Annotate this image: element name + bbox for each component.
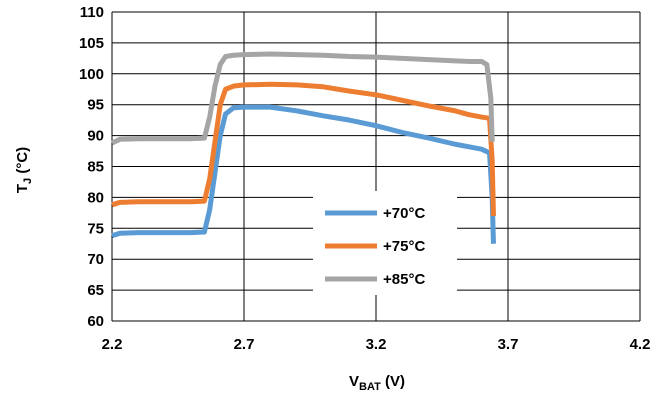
x-tick-label: 3.2 — [366, 336, 387, 353]
y-tick-label: 105 — [79, 35, 104, 52]
x-axis-title-sub: BAT — [359, 381, 381, 393]
x-tick-label: 2.7 — [234, 336, 255, 353]
x-axis-title-main: V — [349, 373, 359, 390]
x-tick-label: 2.2 — [102, 336, 123, 353]
y-tick-label: 90 — [87, 128, 104, 145]
x-axis-ticks: 2.2 2.7 3.2 3.7 4.2 — [102, 336, 651, 353]
legend-label: +70°C — [383, 205, 425, 222]
y-axis-title: TJ (°C) — [14, 147, 34, 193]
y-axis-title-main: T — [14, 184, 31, 193]
x-axis-title: VBAT (V) — [349, 373, 405, 393]
legend-items: +70°C +75°C +85°C — [325, 205, 425, 288]
y-tick-label: 70 — [87, 251, 104, 268]
legend-label: +75°C — [383, 238, 425, 255]
x-tick-label: 3.7 — [498, 336, 519, 353]
x-tick-label: 4.2 — [630, 336, 651, 353]
y-tick-label: 95 — [87, 97, 104, 114]
y-axis-title-sub: J — [22, 178, 34, 184]
y-tick-label: 60 — [87, 313, 104, 330]
legend: +70°C +75°C +85°C — [313, 191, 457, 295]
y-tick-label: 80 — [87, 189, 104, 206]
series-layer — [110, 51, 496, 244]
y-tick-label: 100 — [79, 66, 104, 83]
y-tick-label: 75 — [87, 220, 104, 237]
x-axis-title-rest: (V) — [381, 373, 405, 390]
y-tick-label: 110 — [80, 4, 104, 21]
y-tick-label: 65 — [87, 282, 104, 299]
y-axis-ticks: 60 65 70 75 80 85 90 95 100 105 110 — [79, 4, 104, 330]
y-tick-label: 85 — [87, 159, 104, 176]
legend-label: +85°C — [383, 271, 425, 288]
series-line-1 — [111, 104, 496, 244]
series-line-2 — [111, 81, 496, 216]
y-axis-title-rest: (°C) — [14, 147, 31, 178]
series-line-3 — [110, 51, 495, 146]
